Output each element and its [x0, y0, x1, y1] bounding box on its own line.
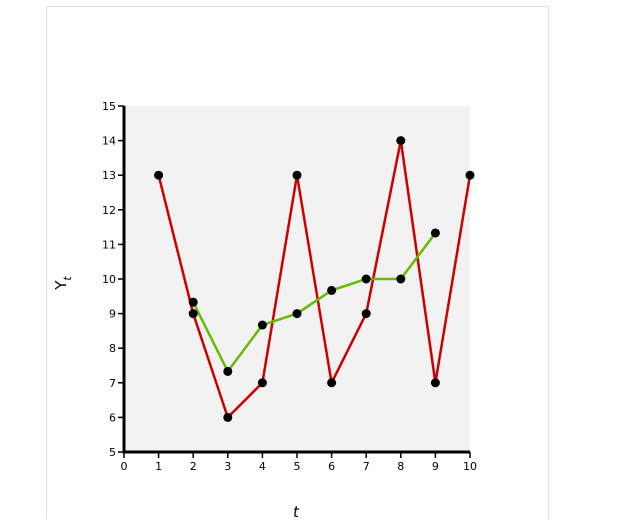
x-tick-label: 10	[463, 460, 477, 473]
y-tick-label: 10	[102, 273, 116, 286]
data-point	[223, 412, 233, 422]
x-tick-label: 6	[328, 460, 335, 473]
data-point	[292, 170, 302, 180]
x-tick-label: 4	[259, 460, 266, 473]
data-point	[396, 136, 406, 146]
y-label-sub: t	[61, 276, 74, 281]
x-tick-label: 8	[397, 460, 404, 473]
data-point	[465, 170, 475, 180]
y-label-main: Y	[52, 280, 70, 291]
data-point	[188, 309, 198, 319]
y-tick-label: 5	[109, 446, 116, 459]
y-tick-label: 12	[102, 204, 116, 217]
y-tick-label: 6	[109, 411, 116, 424]
y-tick-label: 14	[102, 135, 116, 148]
x-tick-label: 3	[224, 460, 231, 473]
y-tick-label: 11	[102, 238, 116, 251]
data-point	[257, 320, 267, 330]
data-point	[188, 297, 198, 307]
x-tick-label: 2	[190, 460, 197, 473]
data-point	[361, 274, 371, 284]
data-point	[223, 366, 233, 376]
plot-area	[124, 106, 470, 452]
y-axis-label: Yt	[52, 276, 74, 291]
data-point	[154, 170, 164, 180]
x-axis-label: t	[293, 503, 300, 519]
series-line	[157, 140, 472, 420]
y-tick-label: 15	[102, 100, 116, 113]
y-tick-label: 9	[109, 308, 116, 321]
data-point	[361, 309, 371, 319]
data-point	[396, 274, 406, 284]
x-tick-label: 5	[294, 460, 301, 473]
data-point	[327, 378, 337, 388]
x-tick-label: 9	[432, 460, 439, 473]
x-tick-label: 7	[363, 460, 370, 473]
x-tick-label: 1	[155, 460, 162, 473]
y-tick-label: 7	[109, 377, 116, 390]
y-tick-label: 13	[102, 169, 116, 182]
data-point	[327, 285, 337, 295]
data-point	[257, 378, 267, 388]
data-point	[430, 378, 440, 388]
y-tick-label: 8	[109, 342, 116, 355]
data-point	[430, 228, 440, 238]
series-line	[192, 232, 437, 374]
data-point	[292, 309, 302, 319]
x-tick-label: 0	[121, 460, 128, 473]
